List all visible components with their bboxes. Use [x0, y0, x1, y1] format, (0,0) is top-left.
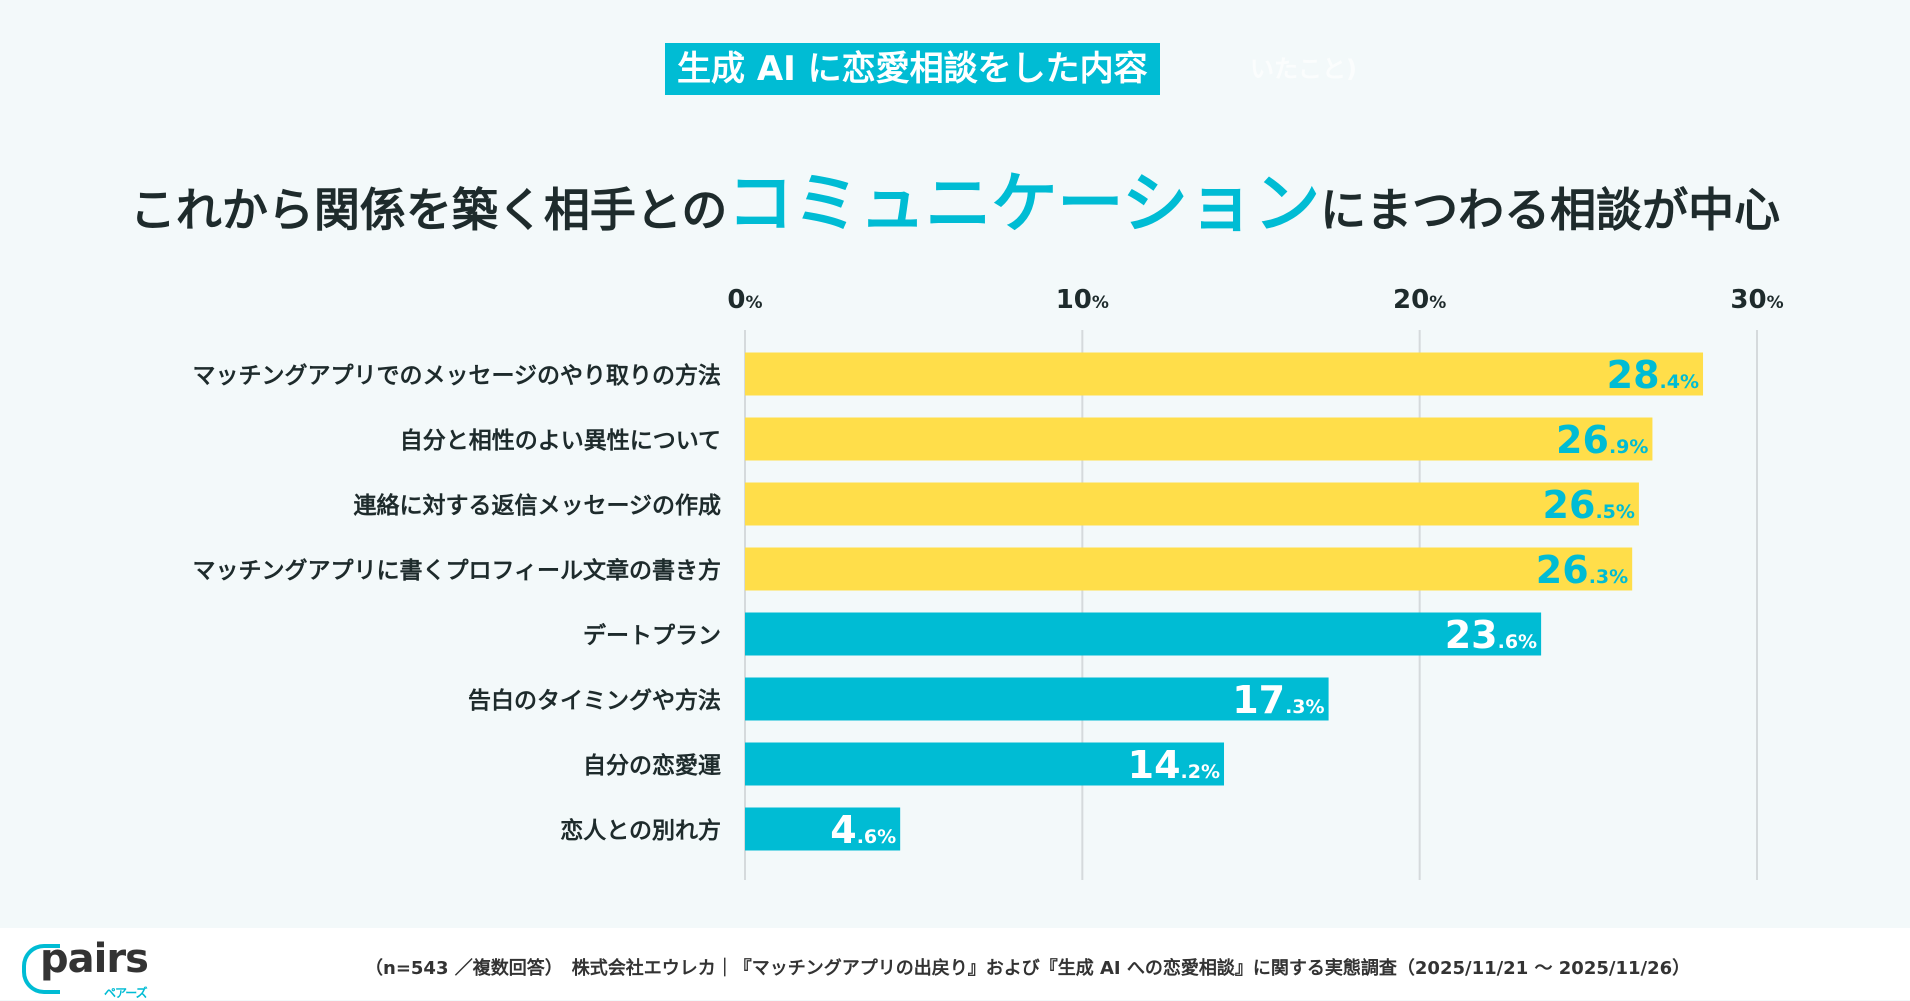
tick-label: 10%	[1056, 285, 1109, 315]
bar	[745, 547, 1633, 591]
logo-subtext: ペアーズ	[104, 986, 148, 1000]
section-badge: 生成 AI に恋愛相談をした内容	[665, 43, 1160, 95]
value-label: 28.4%	[1607, 353, 1699, 397]
category-label: 自分の恋愛運	[583, 752, 721, 779]
badge-trailing-text: いたこと)	[1250, 55, 1357, 83]
page-title: これから関係を築く相手とのコミュニケーションにまつわる相談が中心	[0, 150, 1910, 246]
value-label: 23.6%	[1445, 613, 1537, 657]
category-label: デートプラン	[583, 622, 721, 649]
tick-label: 0%	[727, 285, 762, 315]
pairs-logo: pairs ペアーズ	[22, 936, 149, 1000]
source-note: （n=543 ／複数回答） 株式会社エウレカ｜『マッチングアプリの出戻り』および…	[365, 958, 1691, 979]
category-label: マッチングアプリでのメッセージのやり取りの方法	[192, 362, 721, 389]
category-label: 連絡に対する返信メッセージの作成	[353, 492, 721, 519]
category-label: 自分と相性のよい異性について	[400, 427, 721, 454]
value-label: 4.6%	[830, 808, 896, 852]
value-label: 26.9%	[1556, 418, 1648, 462]
bar	[745, 417, 1653, 461]
category-label: マッチングアプリに書くプロフィール文章の書き方	[192, 557, 721, 584]
value-label: 26.3%	[1536, 548, 1628, 592]
bar	[745, 677, 1329, 721]
cloud-icon	[22, 944, 60, 994]
bar	[745, 352, 1704, 396]
category-label: 告白のタイミングや方法	[468, 687, 721, 714]
bar	[745, 612, 1542, 656]
title-highlight: コミュニケーション	[727, 165, 1321, 242]
logo-text: pairs	[40, 936, 149, 982]
bar-chart: 0% 10% 20% 30% マッチングアプリでのメッセージのやり取りの方法 28.4% 自…	[192, 285, 1784, 880]
value-label: 17.3%	[1232, 678, 1324, 722]
value-label: 26.5%	[1543, 483, 1635, 527]
title-pre: これから関係を築く相手との	[129, 183, 728, 237]
bar	[745, 742, 1225, 786]
value-label: 14.2%	[1128, 743, 1220, 787]
footer: pairs ペアーズ （n=543 ／複数回答） 株式会社エウレカ｜『マッチング…	[0, 928, 1910, 1000]
title-post: にまつわる相談が中心	[1320, 183, 1781, 237]
category-label: 恋人との別れ方	[560, 817, 721, 844]
tick-label: 30%	[1730, 285, 1783, 315]
bar	[745, 807, 901, 851]
bar	[745, 482, 1639, 526]
tick-label: 20%	[1393, 285, 1446, 315]
